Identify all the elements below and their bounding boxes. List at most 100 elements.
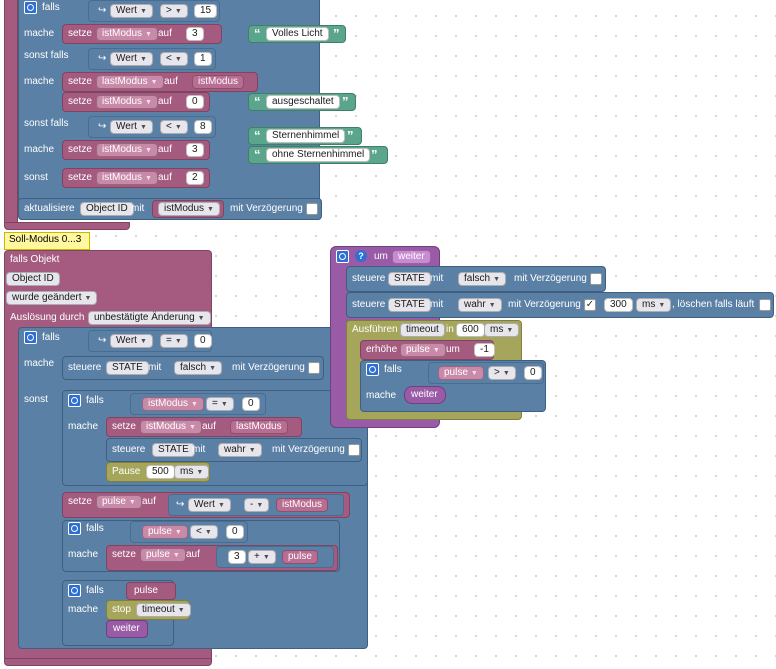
quote-close: ” (347, 128, 354, 143)
state-field[interactable]: STATE (152, 443, 195, 457)
var-wert-field[interactable]: Wert ▼ (110, 4, 153, 18)
state-field[interactable]: STATE (388, 298, 431, 312)
function-name-field[interactable]: weiter (392, 250, 431, 264)
number-field[interactable]: 600 (456, 323, 485, 337)
gear-icon[interactable] (68, 584, 81, 597)
delay-checkbox[interactable] (590, 273, 602, 285)
keyword-mache: mache (24, 28, 55, 39)
var-pulse-field[interactable]: pulse ▼ (96, 495, 142, 509)
var-pulse-field[interactable]: pulse ▼ (140, 548, 186, 562)
var-pulse-value[interactable]: pulse (282, 550, 318, 564)
operator-dropdown[interactable]: = ▼ (160, 334, 188, 348)
number-field[interactable]: 1 (194, 52, 212, 66)
value-dropdown[interactable]: falsch ▼ (458, 272, 507, 286)
unit-dropdown[interactable]: ms ▼ (484, 323, 520, 337)
keyword-steuere: steuere (352, 299, 386, 310)
value-dropdown[interactable]: wahr ▼ (458, 298, 502, 312)
operator-dropdown[interactable]: < ▼ (190, 525, 218, 539)
gear-icon[interactable] (336, 250, 349, 263)
var-wert-field[interactable]: Wert ▼ (110, 52, 153, 66)
unit-dropdown[interactable]: ms ▼ (636, 298, 672, 312)
number-field[interactable]: 3 (228, 550, 246, 564)
event-dropdown[interactable]: wurde geändert ▼ (6, 291, 98, 305)
var-istmodus-field[interactable]: istModus ▼ (140, 420, 202, 434)
var-lastmodus-field[interactable]: lastModus ▼ (96, 75, 164, 89)
number-field[interactable]: 0 (242, 397, 260, 411)
object-id-field[interactable]: Object ID (80, 202, 134, 216)
trigger-stack-bottom (4, 222, 130, 230)
var-istmodus-value[interactable]: istModus (276, 498, 329, 512)
number-field[interactable]: 2 (186, 171, 204, 185)
var-pulse-field[interactable]: pulse ▼ (438, 366, 484, 380)
delay-checkbox[interactable] (308, 362, 320, 374)
text-field[interactable]: Volles Licht (266, 27, 329, 41)
number-field[interactable]: 0 (186, 95, 204, 109)
text-field[interactable]: ausgeschaltet (266, 95, 340, 109)
var-istmodus-field[interactable]: istModus ▼ (142, 397, 204, 411)
var-wert-field[interactable]: Wert ▼ (110, 334, 153, 348)
help-icon[interactable]: ? (355, 250, 367, 262)
var-lastmodus-value[interactable]: lastModus (230, 420, 288, 434)
number-field[interactable]: 15 (194, 4, 218, 18)
var-istmodus-field[interactable]: istModus ▼ (96, 27, 158, 41)
gear-icon[interactable] (68, 522, 81, 535)
keyword-mit: mit (148, 362, 162, 373)
var-wert-field[interactable]: Wert ▼ (188, 498, 231, 512)
keyword-um: um (374, 251, 388, 262)
trigger-block-bottom (4, 658, 212, 666)
comment-label[interactable]: Soll-Modus 0...3 (4, 232, 90, 250)
number-field[interactable]: 0 (524, 366, 542, 380)
number-field[interactable]: 3 (186, 27, 204, 41)
operator-dropdown[interactable]: < ▼ (160, 52, 188, 66)
operator-dropdown[interactable]: > ▼ (160, 4, 188, 18)
keyword-mache: mache (68, 549, 99, 560)
timeout-dropdown[interactable]: timeout ▼ (136, 603, 191, 617)
number-field[interactable]: -1 (474, 343, 495, 357)
var-istmodus-value[interactable]: istModus (192, 75, 245, 89)
operator-dropdown[interactable]: < ▼ (160, 120, 188, 134)
unit-dropdown[interactable]: ms ▼ (174, 465, 210, 479)
text-field[interactable]: Sternenhimmel (266, 129, 346, 143)
var-istmodus-field[interactable]: istModus ▼ (158, 202, 220, 216)
state-field[interactable]: STATE (106, 361, 149, 375)
state-field[interactable]: STATE (388, 272, 431, 286)
var-istmodus-field[interactable]: istModus ▼ (96, 143, 158, 157)
gear-icon[interactable] (366, 363, 379, 376)
text-field[interactable]: ohne Sternenhimmel (266, 148, 371, 162)
gear-icon[interactable] (24, 331, 37, 344)
value-dropdown[interactable]: wahr ▼ (218, 443, 262, 457)
var-wert-field[interactable]: Wert ▼ (110, 120, 153, 134)
number-field[interactable]: 300 (604, 298, 633, 312)
number-field[interactable]: 3 (186, 143, 204, 157)
operator-dropdown[interactable]: + ▼ (248, 550, 276, 564)
operator-dropdown[interactable]: = ▼ (206, 397, 234, 411)
keyword-falls: falls (42, 332, 60, 343)
ausloesung-dropdown[interactable]: unbestätigte Änderung ▼ (88, 311, 211, 325)
value-dropdown[interactable]: falsch ▼ (174, 361, 223, 375)
clear-checkbox[interactable] (759, 299, 771, 311)
number-field[interactable]: 0 (194, 334, 212, 348)
number-field[interactable]: 0 (226, 525, 244, 539)
call-weiter-block[interactable] (404, 386, 446, 404)
keyword-steuere: steuere (112, 444, 146, 455)
keyword-auf: auf (202, 421, 216, 432)
delay-checkbox[interactable] (306, 203, 318, 215)
call-weiter-block[interactable] (106, 620, 148, 638)
var-pulse-field[interactable]: pulse ▼ (142, 525, 188, 539)
var-pulse-field[interactable]: pulse ▼ (400, 343, 446, 357)
keyword-setze: setze (112, 549, 136, 560)
operator-dropdown[interactable]: - ▼ (244, 498, 270, 512)
var-istmodus-field[interactable]: istModus ▼ (96, 95, 158, 109)
var-istmodus-field[interactable]: istModus ▼ (96, 171, 158, 185)
gear-icon[interactable] (68, 394, 81, 407)
number-field[interactable]: 8 (194, 120, 212, 134)
number-field[interactable]: 500 (146, 465, 175, 479)
delay-checkbox[interactable] (348, 444, 360, 456)
operator-dropdown[interactable]: > ▼ (488, 366, 516, 380)
var-pulse-value-block[interactable] (126, 582, 176, 600)
timeout-name-field[interactable]: timeout (400, 323, 445, 337)
keyword-sonst-falls: sonst falls (24, 118, 69, 129)
object-id-field[interactable]: Object ID (6, 272, 60, 286)
delay-checkbox-checked[interactable]: ✓ (584, 299, 596, 311)
gear-icon[interactable] (24, 1, 37, 14)
